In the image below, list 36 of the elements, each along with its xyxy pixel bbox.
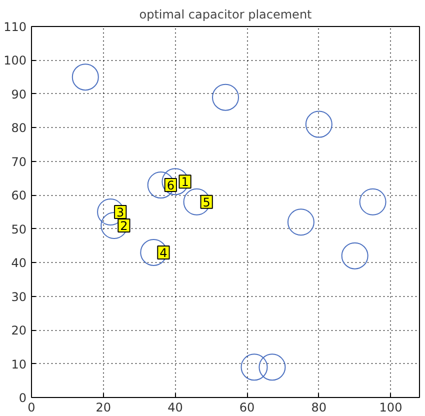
y-tick-label: 40 [11, 256, 27, 270]
point [212, 84, 239, 111]
point [305, 110, 332, 138]
x-tick-label: 100 [379, 400, 402, 414]
annotation: 5 [202, 195, 210, 210]
y-tick-label: 110 [4, 20, 26, 34]
y-tick-label: 100 [4, 54, 26, 68]
y-tick-label: 50 [11, 222, 27, 236]
x-tick-label: 40 [168, 400, 183, 414]
y-tick-label: 10 [11, 357, 27, 372]
point [183, 188, 210, 216]
x-tick-label: 80 [311, 400, 327, 414]
x-tick-label: 0 [28, 400, 36, 414]
annotation: 3 [116, 206, 124, 220]
point [341, 242, 368, 270]
point [72, 64, 99, 91]
y-tick-label: 80 [11, 121, 27, 136]
y-tick-label: 0 [18, 391, 27, 405]
point [140, 239, 168, 266]
x-tick-label: 20 [96, 400, 111, 414]
y-tick-label: 60 [11, 188, 27, 203]
y-tick-label: 70 [11, 154, 27, 169]
annotation: 6 [166, 178, 174, 193]
point [359, 188, 386, 216]
annotation: 2 [120, 218, 128, 233]
chart-title: optimal capacitor placement [139, 8, 312, 22]
annotation: 4 [160, 246, 168, 260]
y-tick-label: 20 [11, 324, 27, 338]
x-tick-label: 60 [239, 400, 255, 414]
point [258, 354, 286, 381]
y-tick-label: 90 [11, 87, 27, 102]
point [147, 172, 174, 198]
point [287, 208, 314, 236]
point [240, 354, 268, 381]
annotation: 1 [181, 175, 189, 190]
y-tick-label: 30 [11, 290, 27, 304]
